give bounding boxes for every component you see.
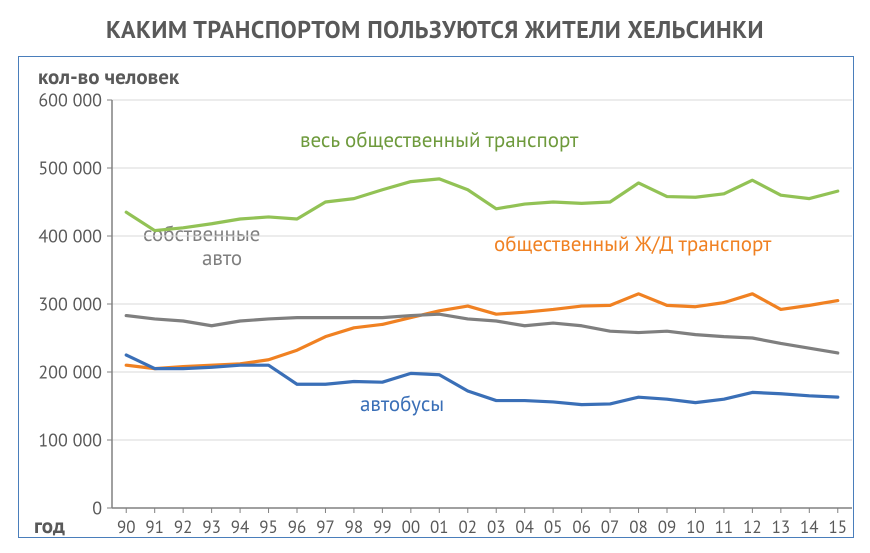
series-buses xyxy=(126,355,838,405)
series-public_total xyxy=(126,179,838,231)
series-rail xyxy=(126,294,838,369)
series-cars xyxy=(126,314,838,353)
chart-svg xyxy=(0,0,870,553)
chart-container: КАКИМ ТРАНСПОРТОМ ПОЛЬЗУЮТСЯ ЖИТЕЛИ ХЕЛЬ… xyxy=(0,0,870,553)
